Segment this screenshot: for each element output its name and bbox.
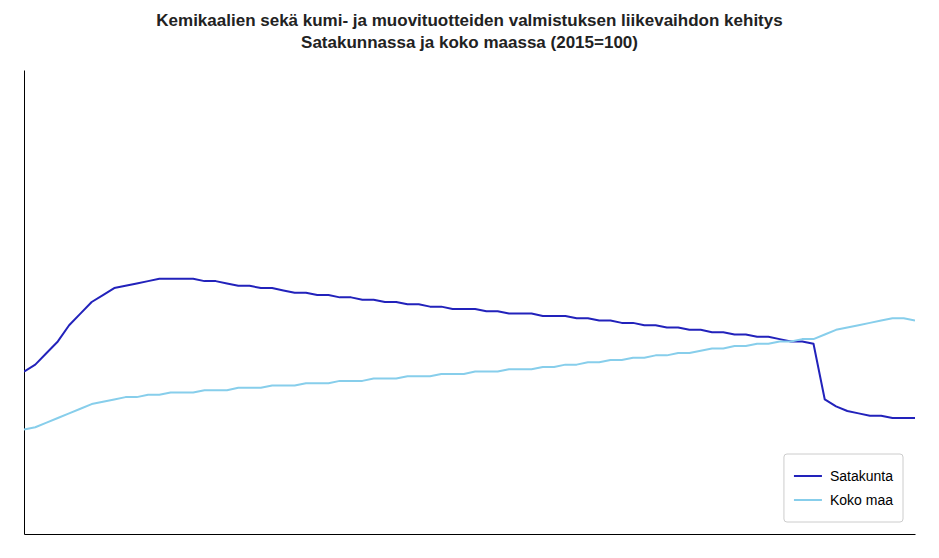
lines: [24, 279, 915, 430]
legend-swatch: [794, 499, 822, 501]
legend-label: Koko maa: [830, 492, 893, 508]
legend-box: [784, 454, 903, 522]
legend-label: Satakunta: [830, 468, 893, 484]
legend-swatch: [794, 475, 822, 477]
title-line: Kemikaalien sekä kumi- ja muovituotteide…: [156, 11, 782, 30]
title: Kemikaalien sekä kumi- ja muovituotteide…: [156, 11, 782, 52]
axis-line: [25, 534, 916, 535]
chart: Kemikaalien sekä kumi- ja muovituotteide…: [0, 0, 939, 558]
plot: Satakunta Koko maa: [24, 71, 916, 535]
legend: Satakunta Koko maa: [784, 454, 903, 522]
series-line: [24, 318, 915, 429]
x-axis: [25, 534, 916, 535]
series-line: [24, 279, 915, 418]
axis-line: [24, 71, 25, 535]
title-line: Satakunnassa ja koko maassa (2015=100): [301, 33, 638, 52]
y-axis: [24, 71, 25, 535]
